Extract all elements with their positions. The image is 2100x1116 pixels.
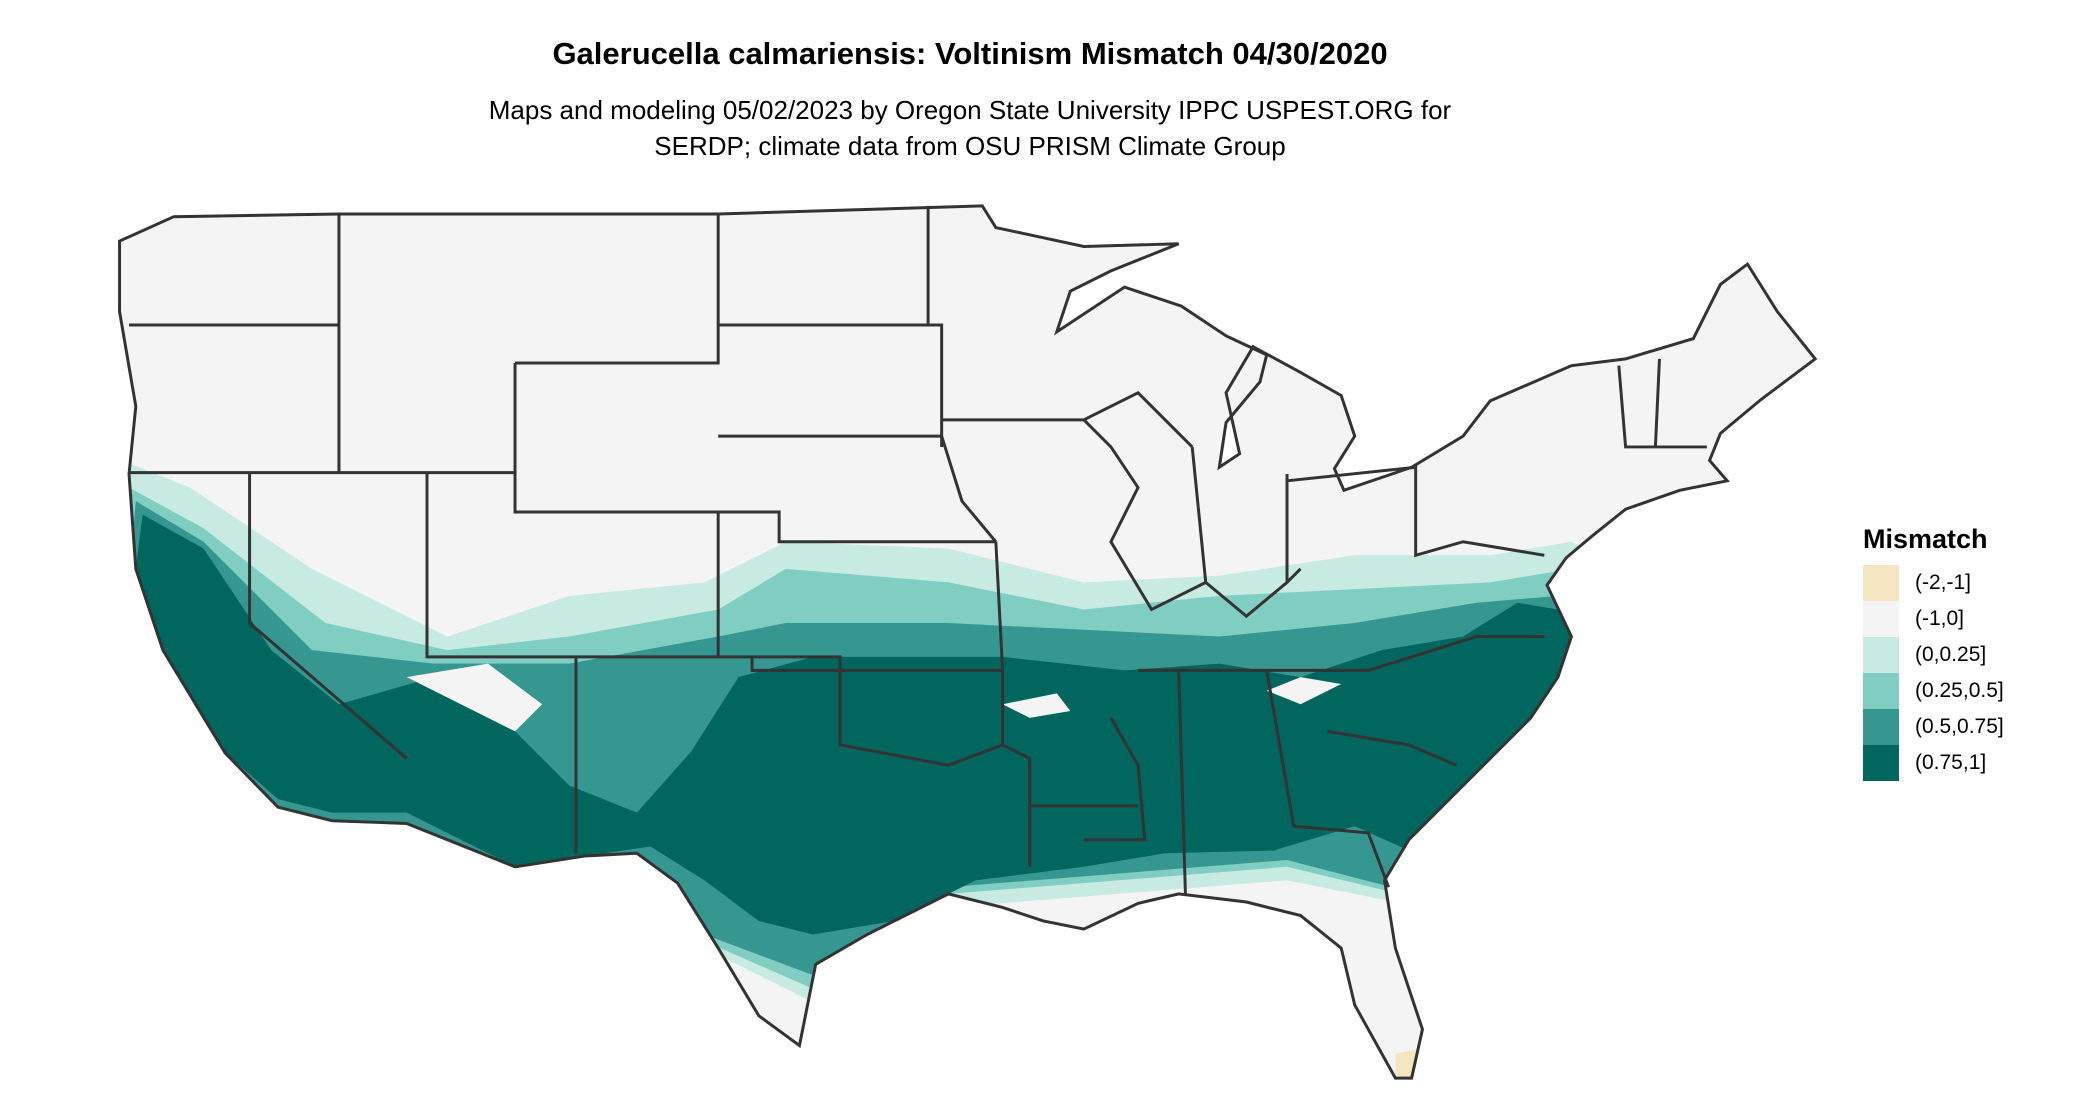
map-subtitle: Maps and modeling 05/02/2023 by Oregon S…	[0, 92, 1940, 164]
legend-item: (0.5,0.75]	[1863, 709, 2004, 745]
legend-swatch	[1863, 601, 1899, 637]
legend-swatch	[1863, 673, 1899, 709]
legend-label: (0,0.25]	[1915, 643, 1987, 666]
legend-label: (0.75,1]	[1915, 751, 1987, 774]
legend-label: (-1,0]	[1915, 607, 1965, 630]
legend-item: (0.25,0.5]	[1863, 673, 2004, 709]
subtitle-line-1: Maps and modeling 05/02/2023 by Oregon S…	[488, 95, 1452, 125]
region-075-1	[135, 514, 1626, 949]
subtitle-line-2: SERDP; climate data from OSU PRISM Clima…	[654, 131, 1286, 161]
legend-swatch	[1863, 709, 1899, 745]
legend-title: Mismatch	[1863, 524, 1988, 554]
legend-swatch	[1863, 745, 1899, 781]
legend-swatch	[1863, 637, 1899, 673]
state-borders	[118, 204, 1817, 1080]
map-title: Galerucella calmariensis: Voltinism Mism…	[552, 36, 1388, 71]
legend-swatch	[1863, 565, 1899, 601]
legend: Mismatch (-2,-1] (-1,0] (0,0.25] (0.25,0…	[1863, 524, 2004, 781]
legend-label: (0.25,0.5]	[1915, 679, 2004, 702]
legend-item: (0.75,1]	[1863, 745, 2004, 781]
legend-item: (0,0.25]	[1863, 637, 2004, 673]
legend-item: (-2,-1]	[1863, 565, 2004, 601]
legend-label: (0.5,0.75]	[1915, 715, 2004, 738]
legend-label: (-2,-1]	[1915, 571, 1972, 594]
legend-item: (-1,0]	[1863, 601, 2004, 637]
